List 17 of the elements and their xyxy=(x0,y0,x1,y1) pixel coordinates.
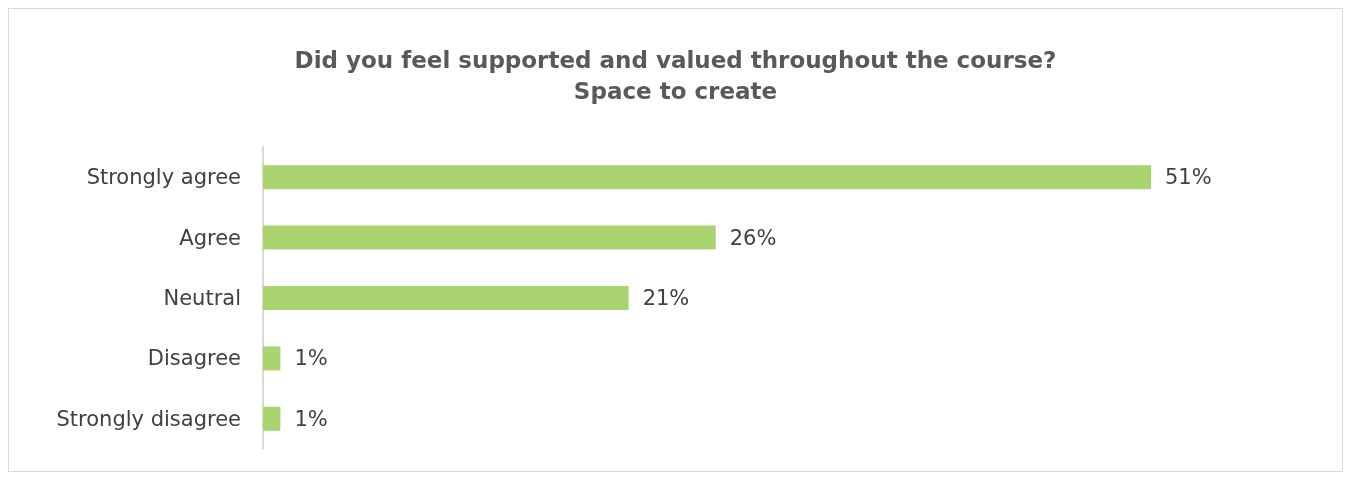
bar xyxy=(263,165,1151,190)
y-tick-label: Strongly disagree xyxy=(56,406,241,431)
bar xyxy=(263,346,281,371)
chart-title: Did you feel supported and valued throughout the course? xyxy=(294,46,1057,73)
y-tick-label: Agree xyxy=(179,225,241,250)
bar xyxy=(263,406,281,431)
data-label: 1% xyxy=(294,346,328,371)
y-tick-label: Strongly agree xyxy=(86,165,241,190)
y-tick-label: Neutral xyxy=(163,286,241,310)
bar xyxy=(263,286,629,310)
data-label: 26% xyxy=(729,225,777,250)
bar xyxy=(263,225,716,250)
chart-subtitle: Space to create xyxy=(573,77,778,104)
data-label: 21% xyxy=(642,286,690,310)
data-label: 1% xyxy=(294,406,328,431)
data-label: 51% xyxy=(1165,165,1212,190)
y-tick-label: Disagree xyxy=(147,346,241,371)
